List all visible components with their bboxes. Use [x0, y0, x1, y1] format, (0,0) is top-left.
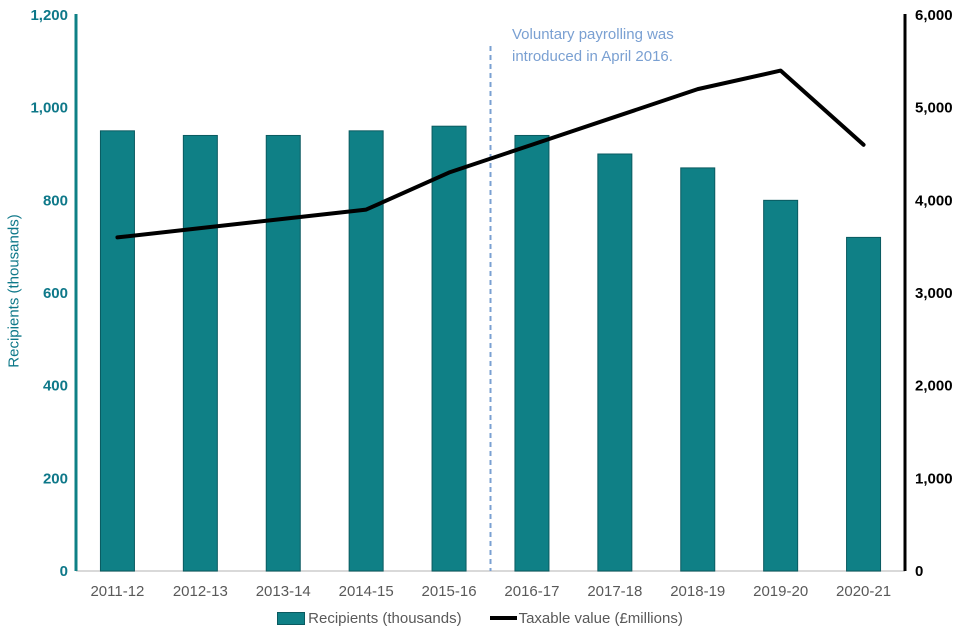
- x-axis-category-label: 2018-19: [670, 583, 725, 600]
- left-axis-tick-label: 0: [60, 563, 68, 580]
- x-axis-category-label: 2013-14: [256, 583, 311, 600]
- left-axis-tick-label: 600: [43, 285, 68, 302]
- annotation-line-1: Voluntary payrolling was: [512, 26, 674, 43]
- legend: Recipients (thousands) Taxable value (£m…: [0, 605, 960, 631]
- left-axis-tick-label: 1,000: [30, 100, 68, 117]
- bar-2020-21: [846, 236, 882, 572]
- right-axis-tick-label: 5,000: [915, 100, 953, 117]
- legend-label-recipients: Recipients (thousands): [308, 609, 462, 627]
- right-axis-tick-label: 2,000: [915, 378, 953, 395]
- right-axis-tick-label: 6,000: [915, 7, 953, 24]
- bar-swatch-icon: [277, 611, 306, 625]
- right-axis-tick-label: 0: [915, 563, 923, 580]
- right-axis-tick-label: 3,000: [915, 285, 953, 302]
- bar-2014-15: [348, 130, 384, 572]
- bar-2012-13: [182, 134, 218, 572]
- left-axis-tick-label: 800: [43, 192, 68, 209]
- left-axis-tick-label: 200: [43, 470, 68, 487]
- x-axis-category-label: 2015-16: [422, 583, 477, 600]
- annotation-line-2: introduced in April 2016.: [512, 48, 673, 65]
- annotation: Voluntary payrolling was introduced in A…: [512, 24, 674, 68]
- left-axis-tick-label: 400: [43, 378, 68, 395]
- bar-2011-12: [99, 130, 135, 572]
- bar-2017-18: [597, 153, 633, 572]
- x-axis-category-label: 2016-17: [504, 583, 559, 600]
- right-axis-tick-label: 4,000: [915, 192, 953, 209]
- x-axis-category-label: 2012-13: [173, 583, 228, 600]
- bar-2016-17: [514, 134, 550, 572]
- legend-item-recipients: Recipients (thousands): [277, 609, 462, 627]
- left-axis-tick-label: 1,200: [30, 7, 68, 24]
- x-axis-category-label: 2011-12: [90, 583, 144, 600]
- bar-2015-16: [431, 125, 467, 572]
- x-axis-category-label: 2017-18: [587, 583, 642, 600]
- left-axis-title: Recipients (thousands): [5, 214, 23, 368]
- bar-2013-14: [265, 134, 301, 572]
- bar-2018-19: [680, 167, 716, 572]
- legend-label-taxable-value: Taxable value (£millions): [518, 609, 683, 627]
- x-axis-category-label: 2020-21: [836, 583, 891, 600]
- taxable-value-line-series: [115, 68, 866, 240]
- line-swatch-icon: [489, 616, 517, 620]
- x-axis-category-label: 2019-20: [753, 583, 808, 600]
- right-axis-tick-label: 1,000: [915, 470, 953, 487]
- legend-item-taxable-value: Taxable value (£millions): [489, 609, 683, 627]
- bar-2019-20: [763, 199, 799, 572]
- x-axis-category-label: 2014-15: [339, 583, 394, 600]
